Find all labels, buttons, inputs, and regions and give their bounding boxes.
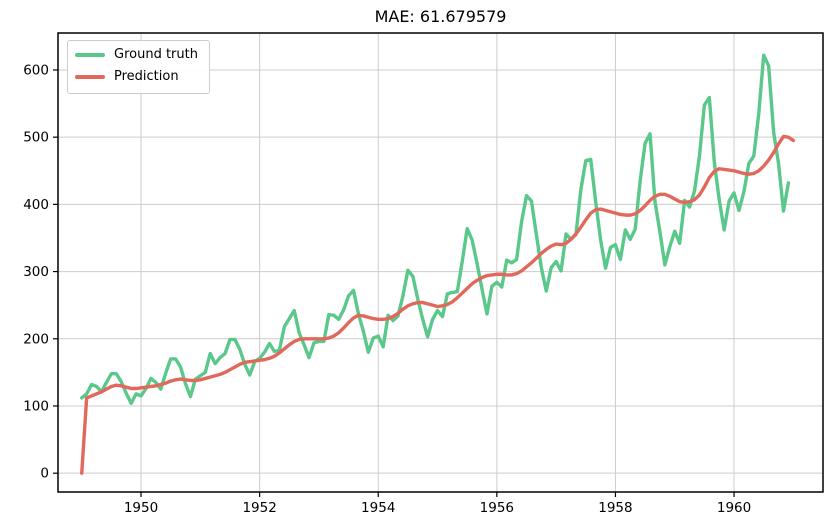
legend-item-prediction: Prediction	[75, 68, 198, 85]
y-tick-label: 200	[23, 331, 49, 347]
x-tick-label: 1956	[480, 500, 514, 516]
x-tick-label: 1958	[598, 500, 632, 516]
y-tick-label: 300	[23, 264, 49, 280]
plot-spines	[57, 32, 824, 493]
legend: Ground truth Prediction	[67, 40, 210, 94]
series-line-ground-truth	[80, 53, 791, 405]
y-tick-label: 0	[40, 466, 49, 482]
series-line-prediction	[80, 134, 796, 475]
legend-label: Ground truth	[114, 47, 198, 62]
legend-label: Prediction	[114, 68, 179, 84]
y-tick-label: 100	[23, 398, 49, 414]
x-tick-label: 1954	[361, 500, 395, 516]
chart-title: MAE: 61.679579	[374, 7, 507, 26]
x-tick-label: 1960	[717, 500, 751, 516]
y-tick-label: 600	[23, 62, 49, 78]
x-tick-label: 1952	[242, 500, 276, 516]
legend-item-ground-truth: Ground truth	[75, 47, 198, 63]
x-tick-label: 1950	[124, 500, 158, 516]
ground-truth-line-swatch	[75, 53, 105, 58]
prediction-line-swatch	[75, 75, 105, 80]
y-tick-label: 500	[23, 130, 49, 146]
y-tick-label: 400	[23, 197, 49, 213]
